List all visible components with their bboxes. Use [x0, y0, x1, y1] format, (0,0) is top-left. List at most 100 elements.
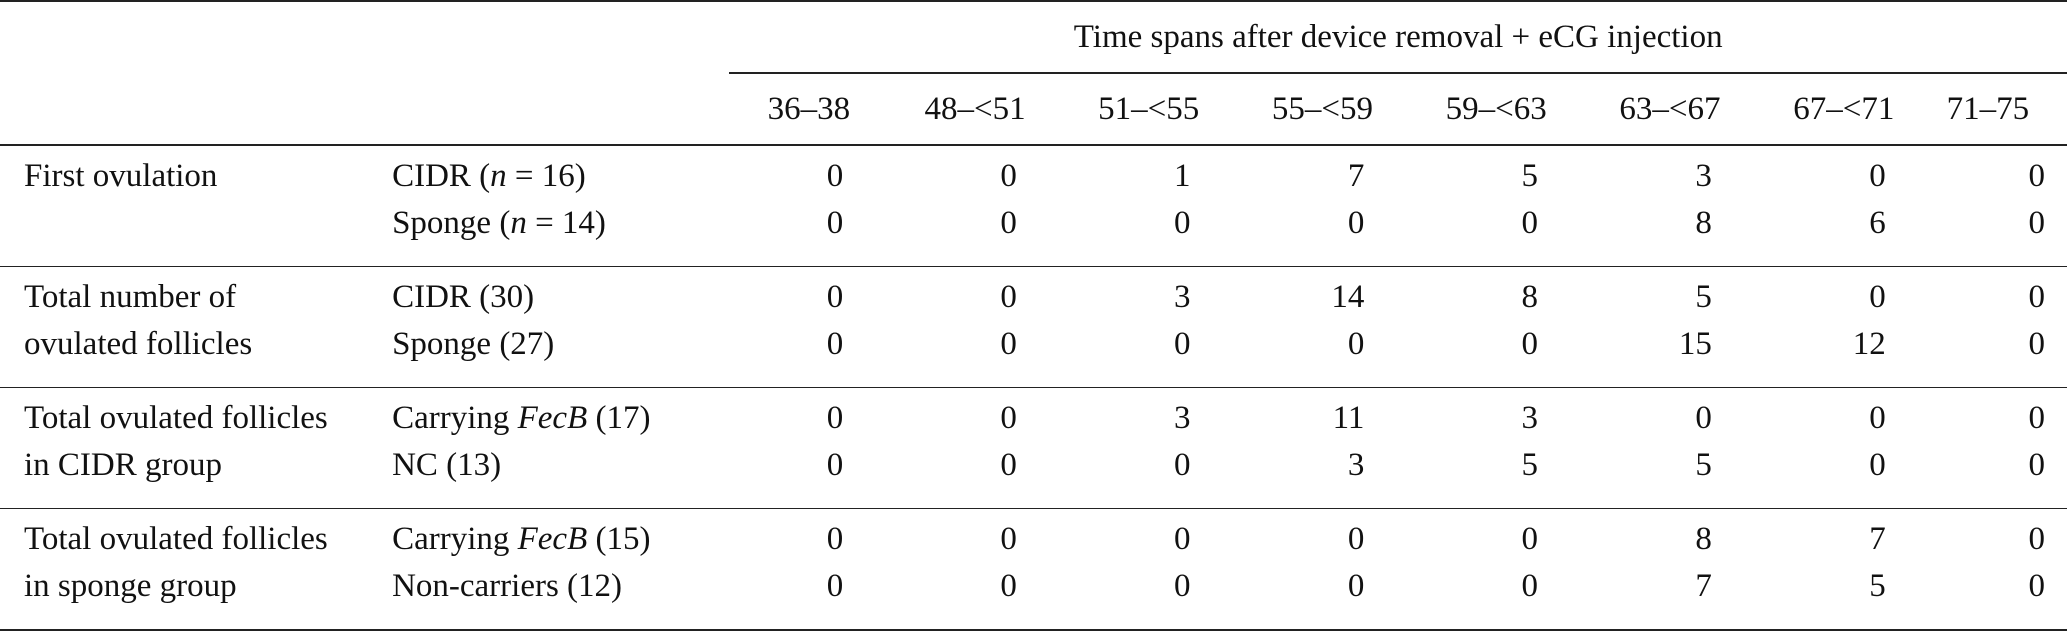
- value-cell: 7: [1756, 508, 1931, 568]
- group-label: Sponge (27): [392, 326, 729, 388]
- value-cell: 0: [2028, 447, 2046, 483]
- value-cell: 0: [1000, 326, 1017, 362]
- value-cell: 0: [888, 568, 1062, 631]
- header-empty-cell: [0, 73, 393, 146]
- value-cell: 0: [1521, 205, 1539, 241]
- section-label: in sponge group: [0, 568, 393, 631]
- table-row: Total ovulated follicles Carrying FecB (1…: [0, 387, 2067, 447]
- group-label-italic: n: [510, 205, 527, 241]
- value-cell: 0: [729, 568, 889, 631]
- table-row: First ovulation CIDR (n = 16) 0 0 1 7 5 3 0 0: [0, 145, 2067, 205]
- group-label-suffix: = 16): [506, 158, 586, 194]
- section-label: Total number of: [0, 266, 393, 326]
- header-empty-cell: [0, 0, 393, 73]
- group-label-italic: n: [490, 158, 507, 194]
- value-cell: 0: [1930, 508, 2067, 568]
- group-label-text: NC (13): [392, 447, 502, 483]
- value-cell: 8: [1695, 205, 1712, 241]
- value-cell: 3: [1347, 447, 1365, 483]
- value-cell: 8: [1409, 266, 1583, 326]
- section-label: ovulated follicles: [24, 326, 253, 362]
- value-cell: 0: [1930, 387, 2067, 447]
- value-cell: 0: [1000, 447, 1017, 483]
- value-cell: 0: [1521, 326, 1539, 362]
- group-label-suffix: (17): [587, 400, 651, 436]
- section-label: Total ovulated follicles: [0, 508, 393, 568]
- group-label: Carrying FecB (15): [392, 508, 730, 568]
- value-cell: 0: [1347, 205, 1365, 241]
- value-cell: 0: [1174, 326, 1191, 362]
- value-cell: 0: [826, 205, 844, 241]
- value-cell: 0: [2028, 158, 2046, 194]
- table-row: Sponge (n = 14) 0 0 0 0 0 8 6 0: [0, 205, 2067, 267]
- value-cell: 5: [1583, 266, 1757, 326]
- table-body: First ovulation CIDR (n = 16) 0 0 1 7 5 3 0 0 Spon…: [0, 145, 2067, 631]
- group-label-text: Non-carriers (12): [392, 568, 623, 604]
- time-span-header: 51–<55: [1061, 73, 1236, 146]
- table-row: Total ovulated follicles Carrying FecB (1…: [0, 508, 2067, 568]
- time-span-header: 36–38: [729, 73, 889, 146]
- value-cell: 0: [1000, 158, 1017, 194]
- value-cell: 0: [1869, 447, 1886, 483]
- group-label: NC (13): [392, 447, 729, 509]
- time-span-header-row: 36–38 48–<51 51–<55 55–<59 59–<63 63–<67 67–<7…: [0, 73, 2067, 146]
- value-cell: 0: [1235, 508, 1410, 568]
- value-cell: 0: [729, 508, 889, 568]
- value-cell: 5: [1756, 568, 1931, 631]
- value-cell: 1: [1174, 158, 1191, 194]
- value-cell: 0: [1174, 447, 1191, 483]
- value-cell: 0: [888, 266, 1062, 326]
- value-cell: 5: [1695, 447, 1712, 483]
- table-row: ovulated follicles Sponge (27) 0 0 0 0 0 15 12 0: [0, 326, 2067, 388]
- header-empty-cell: [392, 73, 730, 146]
- value-cell: 0: [888, 508, 1062, 568]
- group-label-text: Carrying: [392, 521, 518, 557]
- value-cell: 8: [1583, 508, 1757, 568]
- value-cell: 3: [1061, 266, 1236, 326]
- time-span-header: 55–<59: [1235, 73, 1410, 146]
- value-cell: 6: [1869, 205, 1886, 241]
- group-label-italic: FecB: [517, 521, 588, 557]
- table-row: Total number of CIDR (30) 0 0 3 14 8 5 0 0: [0, 266, 2067, 326]
- value-cell: 0: [1347, 326, 1365, 362]
- group-label-italic: FecB: [517, 400, 588, 436]
- value-cell: 0: [826, 447, 844, 483]
- value-cell: 0: [1061, 568, 1236, 631]
- value-cell: 0: [1756, 387, 1931, 447]
- value-cell: 0: [1930, 568, 2067, 631]
- value-cell: 0: [1409, 568, 1583, 631]
- value-cell: 0: [1756, 266, 1931, 326]
- value-cell: 0: [1869, 158, 1886, 194]
- group-label-text: Carrying: [392, 400, 518, 436]
- group-label-text: Sponge (: [392, 205, 511, 241]
- value-cell: 0: [1583, 387, 1757, 447]
- section-label: in CIDR group: [24, 447, 222, 483]
- value-cell: 3: [1409, 387, 1583, 447]
- section-label: First ovulation: [24, 158, 218, 194]
- value-cell: 7: [1583, 568, 1757, 631]
- value-cell: 0: [1235, 568, 1410, 631]
- table-header: Time spans after device removal + eCG in…: [0, 0, 2067, 146]
- section-label: Total ovulated follicles: [0, 387, 393, 447]
- time-span-header: 67–<71: [1756, 73, 1931, 146]
- value-cell: 0: [2028, 205, 2046, 241]
- value-cell: 0: [888, 387, 1062, 447]
- value-cell: 7: [1347, 158, 1365, 194]
- group-label: CIDR (n = 16): [392, 145, 729, 205]
- section-label: [0, 205, 392, 267]
- group-label: Non-carriers (12): [392, 568, 730, 631]
- value-cell: 0: [1061, 508, 1236, 568]
- value-cell: 14: [1235, 266, 1410, 326]
- value-cell: 0: [729, 266, 889, 326]
- value-cell: 5: [1521, 158, 1539, 194]
- value-cell: 0: [826, 158, 844, 194]
- value-cell: 3: [1695, 158, 1712, 194]
- time-spans-title: Time spans after device removal + eCG in…: [729, 0, 2067, 74]
- time-span-header: 71–75: [1930, 73, 2067, 146]
- header-empty-cell: [392, 0, 730, 73]
- value-cell: 0: [1930, 266, 2067, 326]
- table-row: in sponge group Non-carriers (12) 0 0 0 0 0 7 5 0: [0, 568, 2067, 631]
- value-cell: 0: [729, 387, 889, 447]
